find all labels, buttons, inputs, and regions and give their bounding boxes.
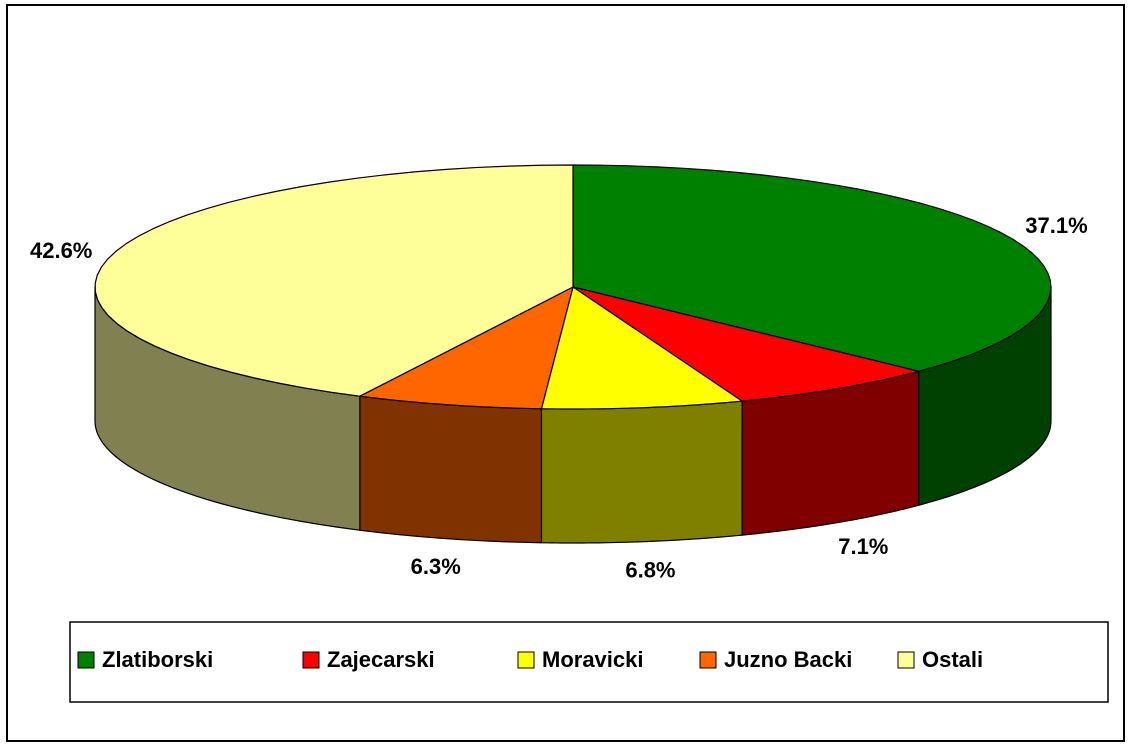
data-label: 7.1% [838,534,888,559]
legend-label: Juzno Backi [724,647,852,672]
legend-swatch [302,651,320,669]
data-label: 42.6% [30,238,92,263]
legend-label: Ostali [922,647,983,672]
data-label: 37.1% [1025,213,1087,238]
legend-swatch [517,651,535,669]
slice [94,164,574,397]
legend-swatch [699,651,717,669]
legend-box [69,621,1109,703]
slice-side [359,395,543,544]
slice-side [540,400,743,544]
legend-label: Zlatiborski [102,647,213,672]
data-label: 6.8% [625,558,675,583]
legend-label: Moravicki [542,647,644,672]
data-label: 6.3% [411,554,461,579]
slice [572,286,920,402]
slice [572,164,1052,372]
slice [359,286,574,410]
legend-label: Zajecarski [327,647,435,672]
legend-swatch [897,651,915,669]
legend-swatch [77,651,95,669]
slice [540,286,743,410]
